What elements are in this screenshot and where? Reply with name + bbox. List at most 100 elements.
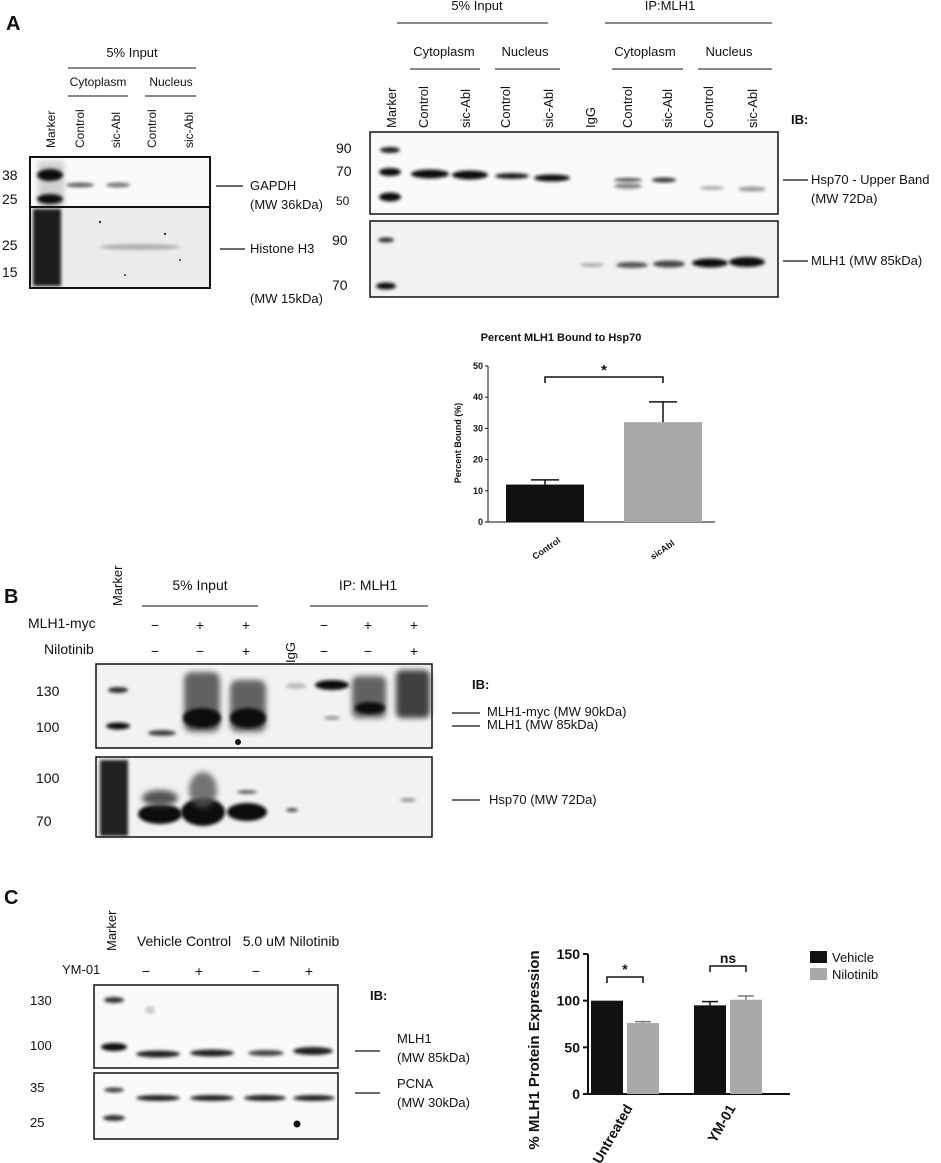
lane-label: Control — [145, 109, 159, 148]
y-tick-label: 50 — [473, 361, 483, 371]
marker-value: 100 — [30, 1038, 52, 1053]
panel-letter-a: A — [6, 13, 20, 35]
panel-c-header: Marker Vehicle Control 5.0 uM Nilotinib … — [62, 910, 387, 1003]
x-tick-label: Untreated — [589, 1102, 636, 1163]
lane-label: Control — [416, 86, 431, 128]
band-label: MLH1-myc (MW 90kDa) — [487, 704, 626, 719]
lane-label: Control — [620, 86, 635, 128]
y-axis-label: Percent Bound (%) — [453, 403, 463, 484]
lane-label: sic-Abl — [109, 112, 123, 148]
ib-label: IB: — [472, 677, 489, 692]
hsp70-blot: 90 70 50 Hsp70 - Upper Band (MW 72Da) — [336, 131, 930, 215]
sign: − — [151, 643, 159, 659]
sub-label: Cytoplasm — [70, 75, 127, 89]
x-tick-label: YM-01 — [704, 1101, 739, 1145]
y-tick-label: 0 — [572, 1086, 580, 1102]
x-tick-label: Control — [530, 535, 562, 562]
legend-swatch — [810, 951, 827, 963]
panel-b-blot-hsp70: 100 70 Hsp70 (MW 72Da) — [36, 756, 597, 838]
band-label: Hsp70 (MW 72Da) — [489, 792, 597, 807]
bar — [694, 1005, 726, 1094]
sign: + — [195, 963, 203, 979]
sign: − — [196, 643, 204, 659]
significance-bracket — [544, 376, 664, 383]
y-tick-label: 50 — [564, 1039, 580, 1055]
sign: + — [196, 617, 204, 633]
panel-b-blot-mlh1: 130 100 MLH1-myc (MW 90kDa) MLH1 (MW 85k… — [36, 663, 626, 749]
marker-value: 70 — [336, 163, 352, 179]
sign: + — [410, 643, 418, 659]
group-label: 5% Input — [451, 0, 503, 13]
y-tick-label: 20 — [473, 455, 483, 465]
sub-label: Cytoplasm — [413, 44, 474, 59]
lane-label: Control — [498, 86, 513, 128]
group-label: 5.0 uM Nilotinib — [243, 933, 340, 949]
significance-marker: * — [601, 362, 607, 379]
y-tick-label: 40 — [473, 392, 483, 402]
marker-label: Marker — [104, 910, 119, 951]
marker-value: 130 — [36, 683, 60, 699]
lane-label: sic-Abl — [541, 89, 556, 128]
sub-label: Nucleus — [706, 44, 753, 59]
band-label: MLH1 (MW 85kDa) — [487, 717, 598, 732]
marker-label: Marker — [110, 565, 125, 606]
chart-title: Percent MLH1 Bound to Hsp70 — [481, 332, 642, 344]
bar — [506, 484, 584, 522]
legend-swatch — [810, 968, 827, 980]
marker-value: 100 — [36, 719, 60, 735]
band-mw: (MW 15kDa) — [250, 291, 323, 306]
group-label: Vehicle Control — [137, 933, 231, 949]
marker-value: 70 — [36, 813, 52, 829]
igg-label: IgG — [283, 642, 298, 663]
sign: + — [305, 963, 313, 979]
panel-c-blot-pcna: 35 25 PCNA (MW 30kDa) — [30, 1072, 470, 1140]
sub-label: Nucleus — [149, 75, 192, 89]
sign: − — [151, 617, 159, 633]
band-label: Hsp70 - Upper Band — [811, 172, 930, 187]
panel-c-blot-mlh1: 130 100 MLH1 (MW 85kDa) — [30, 984, 470, 1069]
row-label: MLH1-myc — [28, 615, 96, 631]
mlh1-blot: 90 70 MLH1 (MW 85kDa) — [332, 220, 922, 298]
band-label: MLH1 (MW 85kDa) — [811, 253, 922, 268]
sign: − — [252, 963, 260, 979]
band-mw: (MW 36kDa) — [250, 197, 323, 212]
y-tick-label: 100 — [557, 993, 581, 1009]
lane-label: sic-Abl — [745, 89, 760, 128]
sign: + — [242, 617, 250, 633]
lane-label: Control — [701, 86, 716, 128]
marker-value: 15 — [2, 264, 18, 280]
marker-value: 35 — [30, 1080, 44, 1095]
histone-blot: 25 15 Histone H3 (MW 15kDa) — [2, 206, 323, 306]
sub-label: Nucleus — [502, 44, 549, 59]
band-mw: (MW 30kDa) — [397, 1095, 470, 1110]
bar — [627, 1023, 659, 1094]
band-mw: (MW 72Da) — [811, 191, 877, 206]
chart-percent-bound: Percent MLH1 Bound to Hsp70 Percent Boun… — [453, 332, 715, 562]
significance-bracket — [709, 965, 747, 972]
row-label: Nilotinib — [44, 641, 94, 657]
legend-label: Vehicle — [832, 950, 874, 965]
significance-marker: ns — [720, 950, 737, 966]
bar — [591, 1000, 623, 1094]
lane-label: sic-Abl — [660, 89, 675, 128]
lane-label: Marker — [44, 111, 58, 148]
y-tick-label: 30 — [473, 423, 483, 433]
band-label: Histone H3 — [250, 241, 314, 256]
group-label: 5% Input — [106, 45, 158, 60]
sign: − — [320, 617, 328, 633]
marker-value: 100 — [36, 770, 60, 786]
marker-value: 90 — [332, 232, 348, 248]
y-axis-label: % MLH1 Protein Expression — [526, 950, 543, 1149]
marker-value: 25 — [30, 1115, 44, 1130]
group-label: 5% Input — [172, 577, 227, 593]
panel-b-signs: − + + − + + − − + − − + — [151, 617, 418, 659]
sign: + — [364, 617, 372, 633]
lane-label: sic-Abl — [182, 112, 196, 148]
panel-a-left-header: 5% Input Cytoplasm Nucleus Marker Contro… — [44, 45, 196, 148]
gapdh-blot: 38 25 GAPDH (MW 36kDa) — [2, 156, 323, 215]
sign: − — [142, 963, 150, 979]
band-mw: (MW 85kDa) — [397, 1050, 470, 1065]
lane-label: sic-Abl — [458, 89, 473, 128]
panel-letter-b: B — [4, 586, 18, 608]
